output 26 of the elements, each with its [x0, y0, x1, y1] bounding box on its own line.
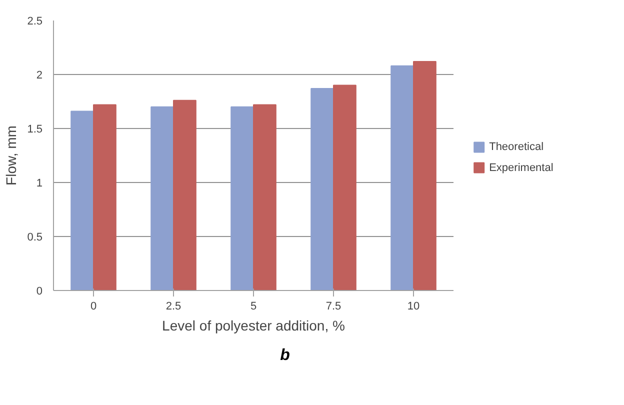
bar [413, 61, 436, 290]
y-tick-label: 1.5 [27, 124, 43, 136]
x-axis-title: Level of polyester addition, % [162, 318, 345, 334]
bar [93, 104, 116, 290]
bar [173, 100, 196, 290]
y-tick-label: 0.5 [27, 232, 43, 244]
text: b [280, 346, 290, 366]
y-tick-label: 1 [36, 178, 43, 190]
y-tick-label: 2.5 [27, 16, 43, 28]
bar [230, 106, 254, 290]
x-tick-label: 0 [90, 300, 97, 312]
bar [70, 110, 94, 290]
bar [150, 106, 174, 290]
x-tick-label: 10 [407, 300, 420, 312]
x-tick-label: 2.5 [166, 300, 182, 312]
y-tick-label: 2 [36, 70, 43, 82]
x-tick-label: 5 [250, 300, 257, 312]
y-axis-title: Flow, mm [3, 126, 20, 186]
y-tick-label: 0 [36, 286, 43, 298]
legend-label: Experimental [489, 162, 554, 174]
bar [333, 84, 356, 290]
bar [390, 65, 414, 290]
x-tick-label: 7.5 [326, 300, 342, 312]
bar [253, 104, 276, 290]
bar [310, 88, 334, 290]
legend-label: Theoretical [489, 141, 544, 154]
